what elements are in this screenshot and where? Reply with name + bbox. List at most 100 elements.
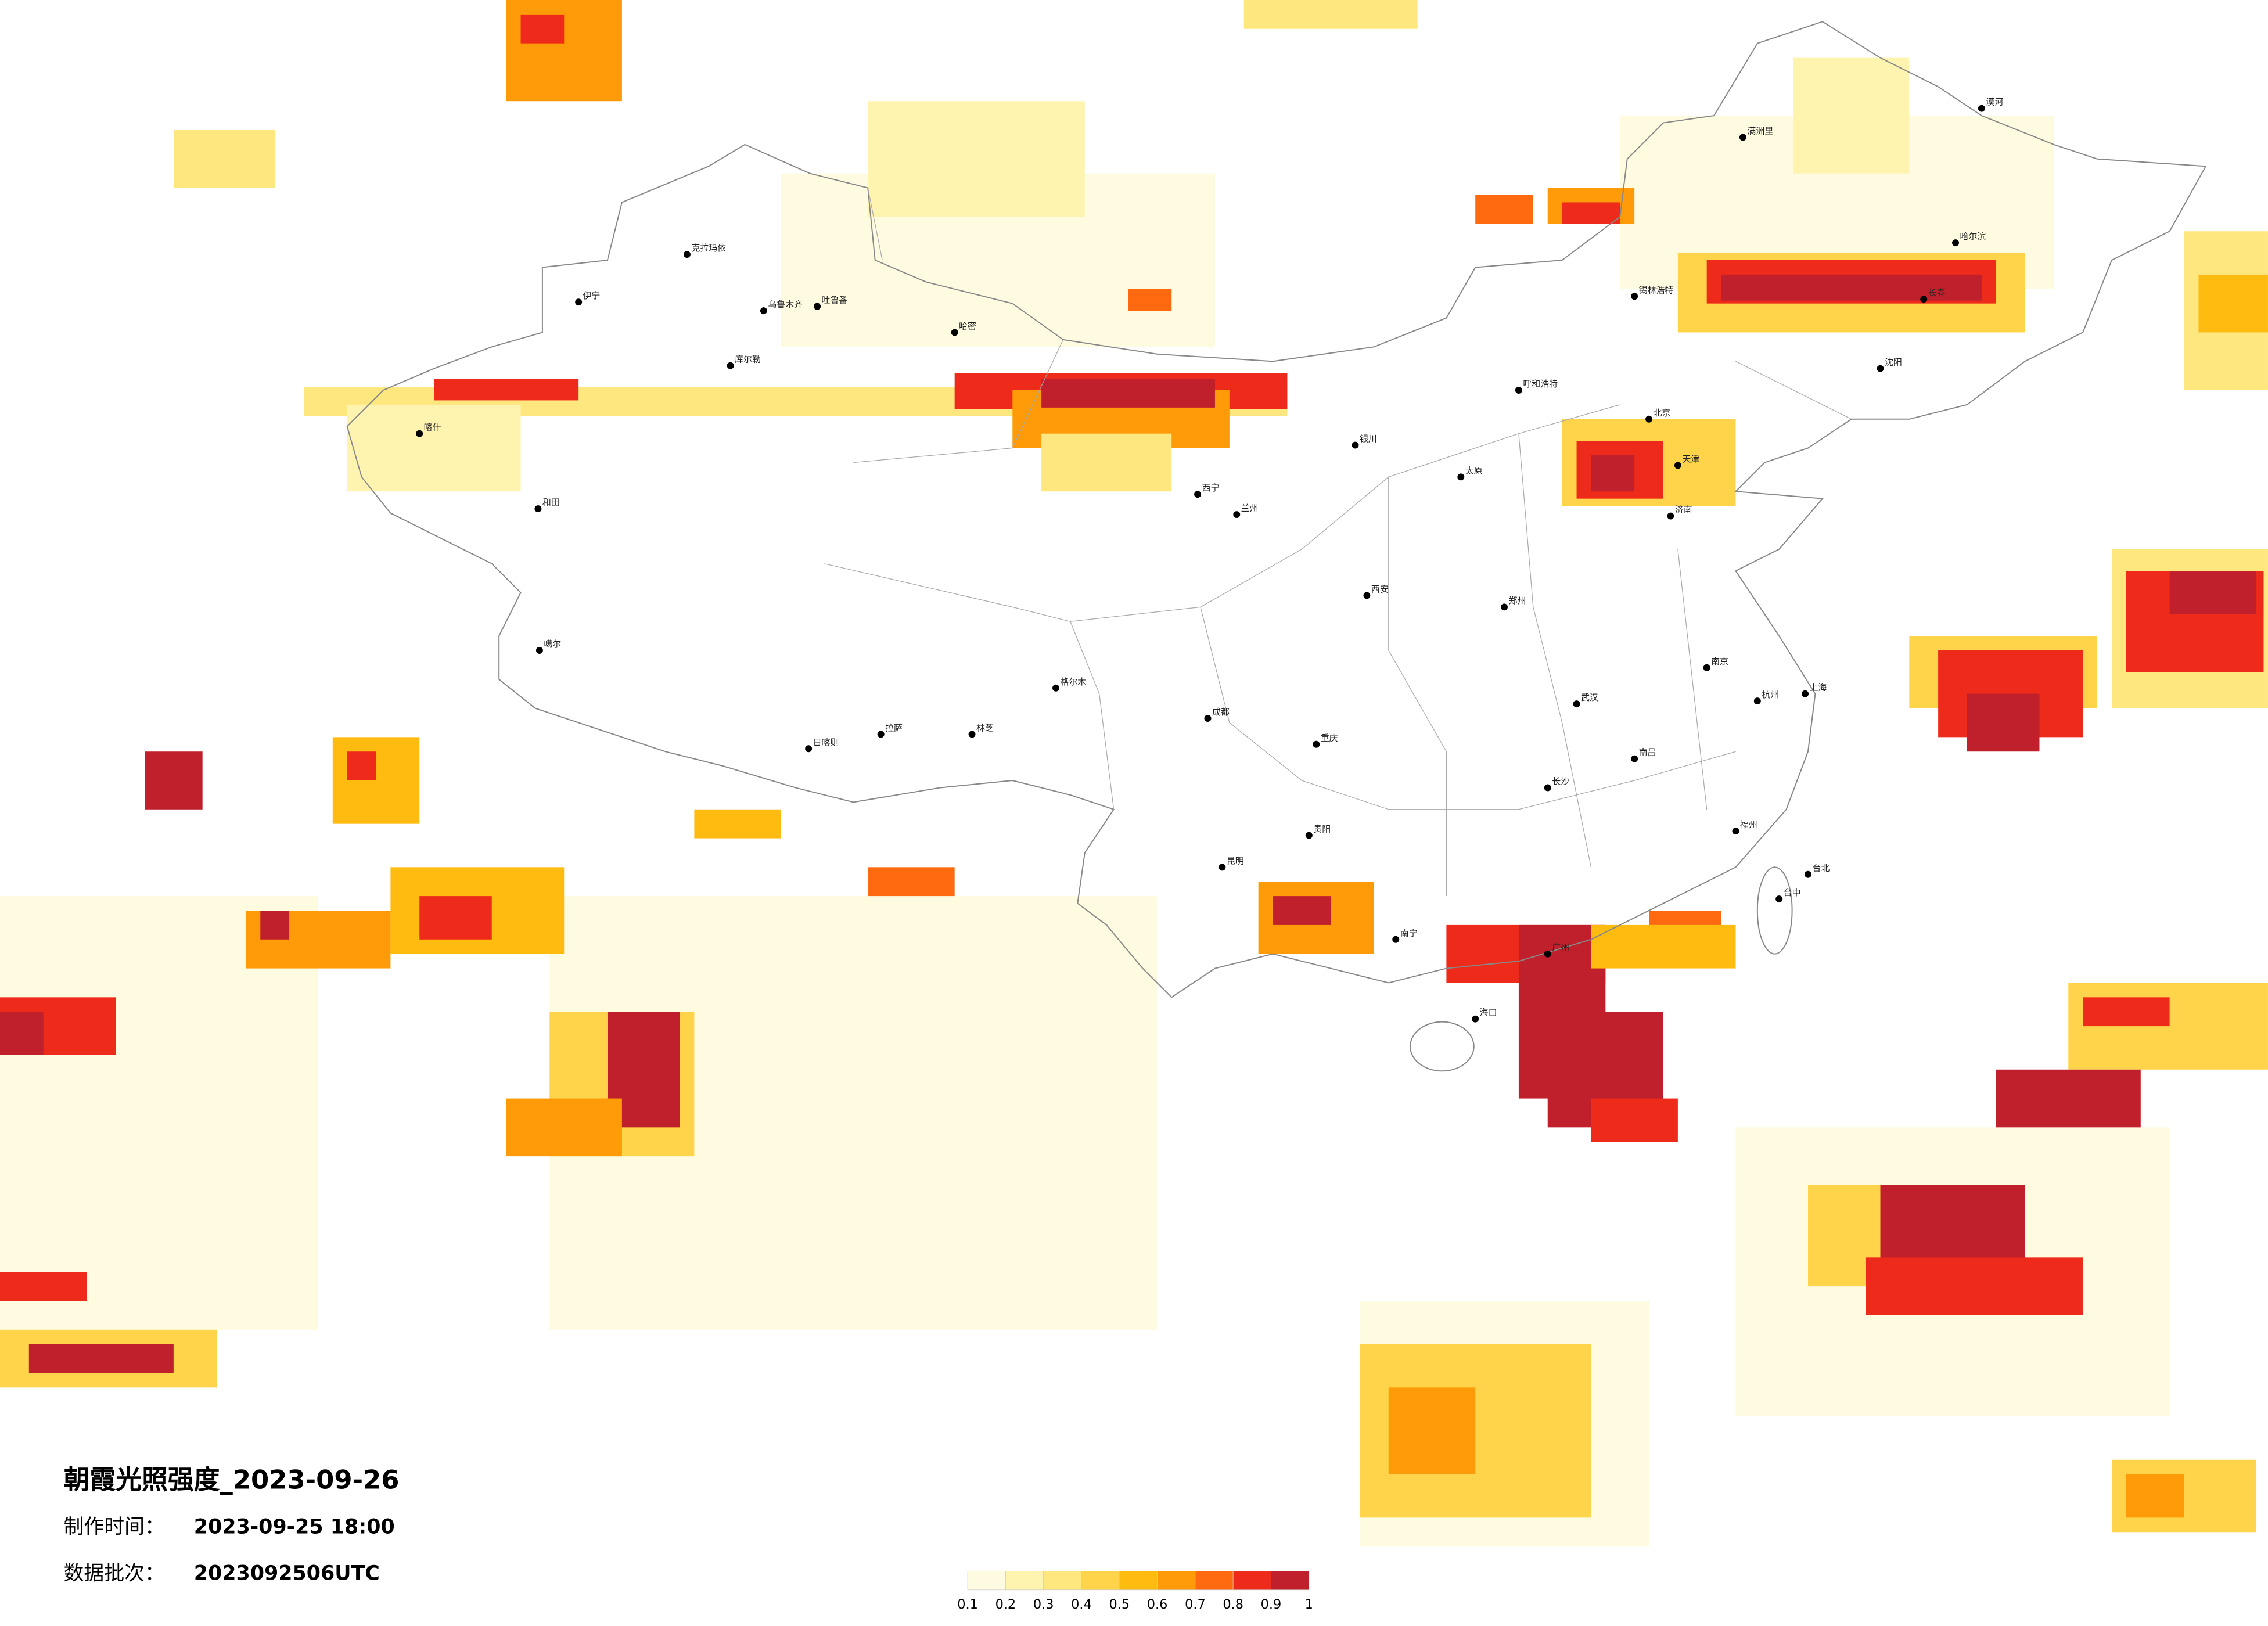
city-dot (951, 329, 958, 336)
city-dot (1313, 740, 1320, 748)
city-label: 日喀则 (813, 737, 839, 747)
city-dot (1305, 832, 1313, 839)
colorbar-tick-label: 0.2 (995, 1597, 1016, 1612)
city-label: 太原 (1465, 465, 1483, 476)
city-label: 库尔勒 (735, 354, 761, 365)
city-label: 台北 (1812, 863, 1830, 873)
city-label: 北京 (1654, 408, 1671, 418)
colorbar-tick-label: 0.8 (1223, 1597, 1243, 1612)
heat-cell (260, 911, 290, 940)
info-label: 数据批次： (64, 1562, 165, 1585)
city-label: 克拉玛依 (691, 243, 726, 253)
city-label: 哈尔滨 (1960, 231, 1986, 242)
heat-cell (1967, 693, 2040, 752)
city-dot (1775, 895, 1783, 903)
city-label: 哈密 (959, 321, 976, 331)
heat-cell (145, 751, 203, 810)
city-label: 林芝 (976, 722, 994, 733)
city-label: 格尔木 (1060, 677, 1086, 687)
heat-cell (28, 1344, 174, 1373)
colorbar-tick-label: 0.4 (1071, 1597, 1092, 1612)
colorbar: 0.1 0.2 0.3 0.4 0.5 0.6 0.7 0.8 0.9 1 (957, 1571, 1313, 1612)
info-value: 2023092506UTC (194, 1562, 380, 1585)
map-title: 朝霞光照强度_2023-09-26 (64, 1465, 400, 1495)
taiwan-outline (1756, 866, 1793, 955)
city-label: 和田 (542, 497, 560, 508)
heat-cell (1591, 924, 1736, 969)
city-label: 喀什 (424, 422, 441, 433)
city-dot (1805, 870, 1811, 878)
city-dot (1219, 864, 1226, 871)
city-label: 长春 (1928, 287, 1946, 298)
city-dot (1501, 603, 1508, 611)
heat-cell (1128, 289, 1172, 311)
city-label: 吐鲁番 (822, 295, 848, 305)
colorbar-swatch (1005, 1571, 1044, 1591)
hainan-outline (1410, 1021, 1475, 1072)
heat-cell (434, 379, 579, 401)
country-outline (346, 21, 2207, 998)
colorbar-tick-label: 0.1 (957, 1597, 978, 1612)
province-borders (824, 188, 1852, 897)
colorbar-tick-label: 0.3 (1033, 1597, 1054, 1612)
colorbar-tick-label: 1 (1305, 1597, 1313, 1612)
heat-cell (868, 101, 1085, 217)
city-label: 长沙 (1552, 776, 1569, 786)
heat-cell (1591, 1098, 1678, 1142)
heat-cell (694, 809, 781, 839)
heat-cell (1866, 1257, 2083, 1315)
city-label: 成都 (1212, 707, 1230, 717)
city-label: 台中 (1784, 887, 1801, 898)
heat-cell (347, 404, 521, 492)
city-dot (1194, 491, 1202, 498)
heat-cell (506, 1098, 622, 1157)
colorbar-swatch (1232, 1571, 1271, 1591)
city-dot (1515, 387, 1522, 394)
city-dot (683, 251, 691, 258)
city-dot (877, 731, 885, 738)
city-dot (1920, 296, 1928, 303)
city-label: 银川 (1360, 434, 1377, 444)
city-dot (1732, 828, 1739, 835)
city-label: 漠河 (1986, 97, 2003, 107)
city-dot (1978, 105, 1985, 112)
city-dot (814, 303, 821, 310)
info-label: 制作时间： (64, 1516, 165, 1539)
heat-cell (0, 1272, 87, 1301)
city-dot (1544, 950, 1551, 958)
city-label: 武汉 (1581, 692, 1598, 703)
heat-cell (1793, 57, 1910, 174)
city-dot (534, 505, 542, 513)
colorbar-tick-label: 0.5 (1109, 1597, 1130, 1612)
city-label: 满洲里 (1747, 125, 1773, 136)
colorbar-swatch (967, 1571, 1006, 1591)
city-label: 福州 (1740, 819, 1757, 830)
city-label: 西宁 (1202, 483, 1220, 493)
city-label: 贵阳 (1313, 824, 1331, 834)
heat-cell (2169, 571, 2257, 614)
colorbar-tick-label: 0.9 (1261, 1597, 1282, 1612)
city-dot (1645, 415, 1653, 423)
heat-cell (2126, 1474, 2184, 1518)
city-dot (805, 745, 813, 753)
heat-cell (1041, 433, 1172, 492)
city-dot (1352, 441, 1359, 449)
info-value: 2023-09-25 18:00 (194, 1516, 395, 1539)
heat-cell (1996, 1069, 2141, 1128)
city-dot (575, 298, 583, 306)
city-label: 广州 (1552, 942, 1569, 953)
city-dot (1457, 473, 1465, 481)
city-label: 海口 (1480, 1008, 1497, 1018)
city-dot (1544, 784, 1551, 792)
city-label: 南昌 (1639, 747, 1656, 758)
heat-cell (2083, 997, 2170, 1027)
colorbar-tick-label: 0.7 (1185, 1597, 1206, 1612)
city-label: 天津 (1682, 454, 1699, 464)
city-label: 伊宁 (583, 290, 601, 301)
heat-cell (419, 896, 492, 940)
city-label: 昆明 (1227, 855, 1244, 866)
heat-cell (1475, 195, 1533, 224)
city-dot (1739, 134, 1746, 141)
city-dot (760, 307, 767, 315)
